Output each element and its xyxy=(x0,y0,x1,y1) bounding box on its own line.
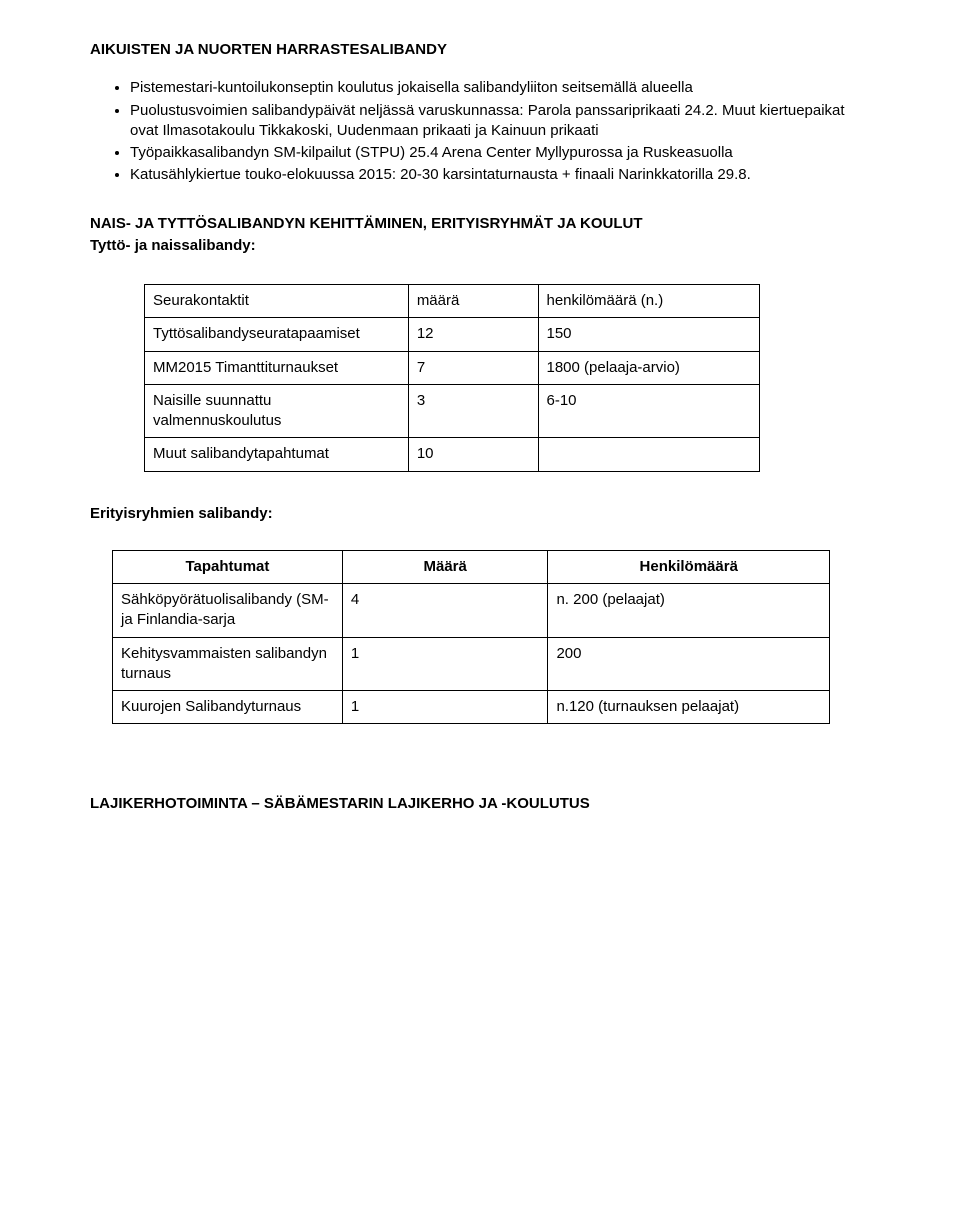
table-row: Tyttösalibandyseuratapaamiset 12 150 xyxy=(145,318,760,351)
table-cell: MM2015 Timanttiturnaukset xyxy=(145,351,409,384)
table-cell: n.120 (turnauksen pelaajat) xyxy=(548,691,830,724)
table-cell: Kehitysvammaisten salibandyn turnaus xyxy=(113,637,343,691)
section-heading-2a: NAIS- JA TYTTÖSALIBANDYN KEHITTÄMINEN, E… xyxy=(90,214,870,234)
table-cell: Tyttösalibandyseuratapaamiset xyxy=(145,318,409,351)
table-header-cell: Seurakontaktit xyxy=(145,285,409,318)
table-header-cell: Tapahtumat xyxy=(113,550,343,583)
table-row: Naisille suunnattu valmennuskoulutus 3 6… xyxy=(145,384,760,438)
list-item: Katusählykiertue touko-elokuussa 2015: 2… xyxy=(130,165,870,185)
table-events: Tapahtumat Määrä Henkilömäärä Sähköpyörä… xyxy=(112,550,830,725)
table-cell: Muut salibandytapahtumat xyxy=(145,438,409,471)
table-cell: 150 xyxy=(538,318,760,351)
table-row: Muut salibandytapahtumat 10 xyxy=(145,438,760,471)
table-row: Kehitysvammaisten salibandyn turnaus 1 2… xyxy=(113,637,830,691)
table-cell: 200 xyxy=(548,637,830,691)
table-row: Sähköpyörätuolisalibandy (SM- ja Finland… xyxy=(113,584,830,638)
table-row: MM2015 Timanttiturnaukset 7 1800 (pelaaj… xyxy=(145,351,760,384)
footer-heading: LAJIKERHOTOIMINTA – SÄBÄMESTARIN LAJIKER… xyxy=(90,794,870,814)
list-item: Työpaikkasalibandyn SM-kilpailut (STPU) … xyxy=(130,143,870,163)
section-heading-2b: Tyttö- ja naissalibandy: xyxy=(90,236,870,256)
table-cell: 3 xyxy=(408,384,538,438)
table-row: Tapahtumat Määrä Henkilömäärä xyxy=(113,550,830,583)
list-item: Puolustusvoimien salibandypäivät neljäss… xyxy=(130,101,870,142)
table-cell: 6-10 xyxy=(538,384,760,438)
section-heading-1: AIKUISTEN JA NUORTEN HARRASTESALIBANDY xyxy=(90,40,870,60)
table-header-cell: henkilömäärä (n.) xyxy=(538,285,760,318)
table-cell: Sähköpyörätuolisalibandy (SM- ja Finland… xyxy=(113,584,343,638)
section-heading-3: Erityisryhmien salibandy: xyxy=(90,504,870,524)
table-contacts: Seurakontaktit määrä henkilömäärä (n.) T… xyxy=(144,284,760,472)
table-cell: 1 xyxy=(342,691,548,724)
table-header-cell: Määrä xyxy=(342,550,548,583)
table-cell: 10 xyxy=(408,438,538,471)
table-row: Kuurojen Salibandyturnaus 1 n.120 (turna… xyxy=(113,691,830,724)
table-header-cell: Henkilömäärä xyxy=(548,550,830,583)
bullet-list-1: Pistemestari-kuntoilukonseptin koulutus … xyxy=(130,78,870,185)
table-cell: 12 xyxy=(408,318,538,351)
table-cell: Kuurojen Salibandyturnaus xyxy=(113,691,343,724)
table-cell: Naisille suunnattu valmennuskoulutus xyxy=(145,384,409,438)
table-cell: 7 xyxy=(408,351,538,384)
list-item: Pistemestari-kuntoilukonseptin koulutus … xyxy=(130,78,870,98)
table-cell: 1800 (pelaaja-arvio) xyxy=(538,351,760,384)
table-cell: n. 200 (pelaajat) xyxy=(548,584,830,638)
table-cell xyxy=(538,438,760,471)
table-cell: 1 xyxy=(342,637,548,691)
table-row: Seurakontaktit määrä henkilömäärä (n.) xyxy=(145,285,760,318)
table-header-cell: määrä xyxy=(408,285,538,318)
table-cell: 4 xyxy=(342,584,548,638)
